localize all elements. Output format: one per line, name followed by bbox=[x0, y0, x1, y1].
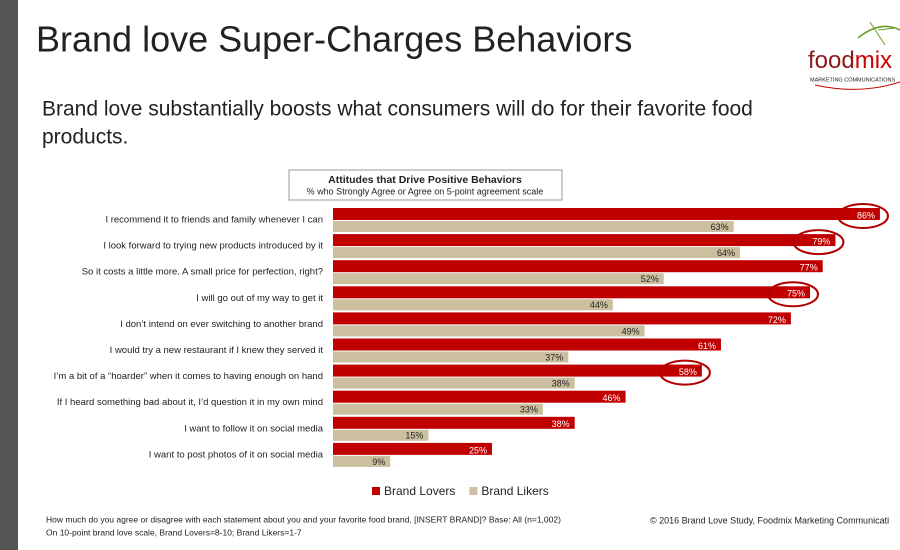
bar bbox=[333, 442, 492, 455]
bar bbox=[333, 403, 543, 415]
value-label: 52% bbox=[641, 274, 659, 284]
value-label: 58% bbox=[679, 367, 697, 377]
bar bbox=[333, 351, 569, 363]
chart-title: Attitudes that Drive Positive Behaviors bbox=[328, 174, 522, 186]
category-label: I’m a bit of a “hoarder” when it comes t… bbox=[54, 371, 323, 382]
highlight-circle bbox=[792, 229, 845, 256]
category-label: If I heard something bad about it, I’d q… bbox=[57, 397, 323, 408]
bar bbox=[333, 221, 734, 232]
value-label: 75% bbox=[787, 289, 805, 299]
chart-title-box bbox=[288, 169, 563, 201]
value-label: 25% bbox=[469, 445, 487, 455]
category-label: I would try a new restaurant if I knew t… bbox=[110, 345, 324, 356]
value-label: 33% bbox=[520, 405, 538, 415]
logo-tagline: MARKETING COMMUNICATIONS bbox=[810, 77, 895, 83]
logo-text: foodmix bbox=[808, 47, 892, 74]
value-label: 38% bbox=[552, 419, 570, 429]
bar bbox=[333, 325, 645, 337]
highlight-circle bbox=[767, 281, 819, 308]
bar bbox=[333, 273, 664, 285]
side-strip bbox=[0, 0, 18, 550]
bar bbox=[333, 312, 791, 325]
legend-label: Brand Lovers bbox=[384, 484, 455, 498]
value-label: 37% bbox=[545, 352, 563, 362]
category-label: I want to follow it on social media bbox=[184, 423, 324, 434]
category-label: So it costs a little more. A small price… bbox=[82, 267, 323, 278]
category-label: I recommend it to friends and family whe… bbox=[105, 215, 323, 226]
bar bbox=[333, 364, 702, 377]
bar bbox=[333, 338, 721, 351]
value-label: 38% bbox=[552, 378, 570, 388]
category-label: I want to post photos of it on social me… bbox=[149, 449, 324, 460]
bar bbox=[333, 247, 741, 259]
slide-title: Brand love Super-Charges Behaviors bbox=[36, 19, 632, 60]
logo-swoosh bbox=[857, 25, 900, 39]
bar bbox=[333, 377, 575, 389]
bar bbox=[333, 416, 575, 429]
legend-label: Brand Likers bbox=[481, 484, 548, 498]
value-label: 15% bbox=[405, 431, 423, 441]
logo-wing bbox=[869, 21, 896, 46]
value-label: 49% bbox=[622, 326, 640, 336]
bar bbox=[333, 234, 836, 247]
bar bbox=[333, 299, 613, 311]
highlight-circle bbox=[658, 359, 711, 386]
logo-part: mix bbox=[855, 47, 892, 74]
legend-swatch bbox=[372, 487, 380, 495]
bar bbox=[333, 390, 626, 403]
bar bbox=[333, 208, 880, 220]
footnote: On 10-point brand love scale, Brand Love… bbox=[46, 527, 302, 537]
value-label: 63% bbox=[711, 222, 729, 232]
value-label: 64% bbox=[717, 248, 735, 258]
bar bbox=[333, 260, 823, 273]
value-label: 9% bbox=[372, 457, 385, 467]
subtitle-line: products. bbox=[42, 126, 128, 149]
subtitle-line: Brand love substantially boosts what con… bbox=[42, 98, 753, 121]
category-label: I don’t intend on ever switching to anot… bbox=[120, 319, 323, 330]
copyright: © 2016 Brand Love Study, Foodmix Marketi… bbox=[650, 515, 889, 525]
bar bbox=[333, 286, 810, 299]
logo-arc bbox=[814, 81, 900, 90]
highlight-circle bbox=[836, 203, 889, 229]
value-label: 79% bbox=[812, 236, 830, 246]
legend-swatch bbox=[469, 487, 478, 495]
category-label: I look forward to trying new products in… bbox=[103, 241, 323, 252]
chart-subtitle: % who Strongly Agree or Agree on 5-point… bbox=[307, 186, 544, 196]
value-label: 46% bbox=[603, 393, 621, 403]
logo: foodmix MARKETING COMMUNICATIONS bbox=[808, 21, 900, 90]
category-label: I will go out of my way to get it bbox=[196, 293, 323, 304]
value-label: 61% bbox=[698, 341, 716, 351]
value-label: 72% bbox=[768, 315, 786, 325]
value-label: 77% bbox=[800, 263, 818, 273]
footnote: How much do you agree or disagree with e… bbox=[46, 514, 561, 524]
bar bbox=[333, 429, 429, 441]
value-label: 86% bbox=[857, 210, 875, 220]
logo-part: food bbox=[808, 47, 855, 74]
bar bbox=[333, 455, 391, 467]
value-label: 44% bbox=[590, 300, 608, 310]
